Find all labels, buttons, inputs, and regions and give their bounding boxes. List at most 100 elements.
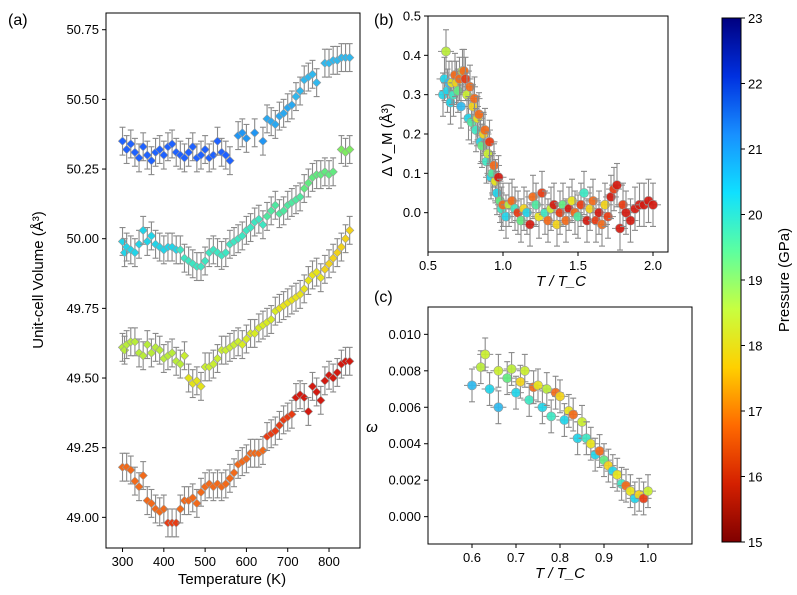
y-tick-label: 0.004 [388,436,421,451]
data-point [456,101,466,112]
y-tick-label: 0.002 [388,473,421,488]
data-point [552,219,562,230]
data-point [484,384,495,394]
data-point [467,380,477,391]
data-point [150,504,161,514]
data-point [345,144,355,155]
y-tick-label: 0.0 [403,205,421,220]
data-point [188,259,198,269]
data-point [270,119,280,130]
data-point [175,245,185,255]
data-point [541,384,552,394]
x-tick-label: 800 [318,554,340,569]
data-point [559,415,570,425]
data-point [196,487,206,497]
data-point [167,348,177,358]
data-point [221,248,231,258]
data-point [122,144,132,155]
colorbar-label: Pressure (GPa) [776,228,793,332]
data-point [543,215,553,226]
data-point [241,133,252,144]
data-point [345,52,355,63]
y-tick-label: 0.000 [388,509,421,524]
data-point [183,373,194,383]
x-tick-label: 0.5 [419,258,437,273]
data-point [167,139,177,149]
data-point [188,142,198,152]
data-point [328,253,338,263]
data-point [138,142,148,152]
colorbar-tick-label: 19 [748,273,762,288]
y-tick-label: 49.75 [66,301,99,316]
data-point [134,153,144,163]
data-point [183,147,194,157]
data-point [192,498,202,509]
data-point [200,256,210,266]
data-point [179,153,190,163]
data-point [345,225,355,235]
colorbar-tick-label: 18 [748,339,762,354]
data-point [130,248,140,258]
data-series [117,215,355,401]
data-point [307,69,318,79]
data-point [237,231,247,241]
x-tick-label: 0.8 [551,550,569,565]
data-point [250,128,260,138]
panel-b-xlabel: T / T_C [536,273,586,290]
data-point [258,220,268,230]
data-point [212,353,223,364]
data-point [345,356,355,366]
data-point [274,420,285,431]
data-point [493,402,504,413]
data-point [519,365,530,376]
data-point [179,253,190,263]
x-tick-label: 2.0 [644,258,662,273]
data-point [155,144,165,155]
data-point [295,390,305,400]
colorbar-tick-label: 17 [748,404,762,419]
panel-c-xlabel: T / T_C [535,565,585,582]
data-point [299,392,309,403]
data-point [250,328,260,339]
data-point [612,180,622,191]
data-point [568,409,579,420]
data-point [146,231,157,241]
data-point [225,156,235,166]
data-point [643,486,653,497]
x-tick-label: 0.9 [595,550,613,565]
data-point [192,376,202,386]
data-point [138,351,148,361]
data-point [625,215,636,226]
data-series [117,135,355,282]
panel-a-xlabel: Temperature (K) [178,571,286,588]
data-point [324,370,334,380]
panel-label-b: (b) [374,12,394,29]
y-tick-label: 0.010 [388,327,421,342]
panel-label-c: (c) [374,289,393,306]
panel-c-ylabel: ω [366,419,378,436]
data-point [515,376,526,387]
data-point [533,380,543,391]
colorbar-bar [721,17,742,543]
data-point [474,109,484,120]
data-point [126,465,136,475]
data-point [138,470,148,481]
data-point [287,100,297,110]
data-point [340,234,351,244]
data-point [525,219,535,230]
y-tick-label: 0.008 [388,363,421,378]
data-point [516,215,526,226]
data-point [126,139,136,149]
data-point [138,225,148,235]
y-tick-label: 50.00 [66,231,99,246]
data-point [171,518,181,528]
data-point [320,264,330,274]
data-point [159,150,169,160]
data-point [130,147,140,157]
data-point [188,493,198,503]
data-point [175,359,185,369]
data-point [142,236,152,247]
data-point [241,454,252,464]
data-point [278,206,289,216]
